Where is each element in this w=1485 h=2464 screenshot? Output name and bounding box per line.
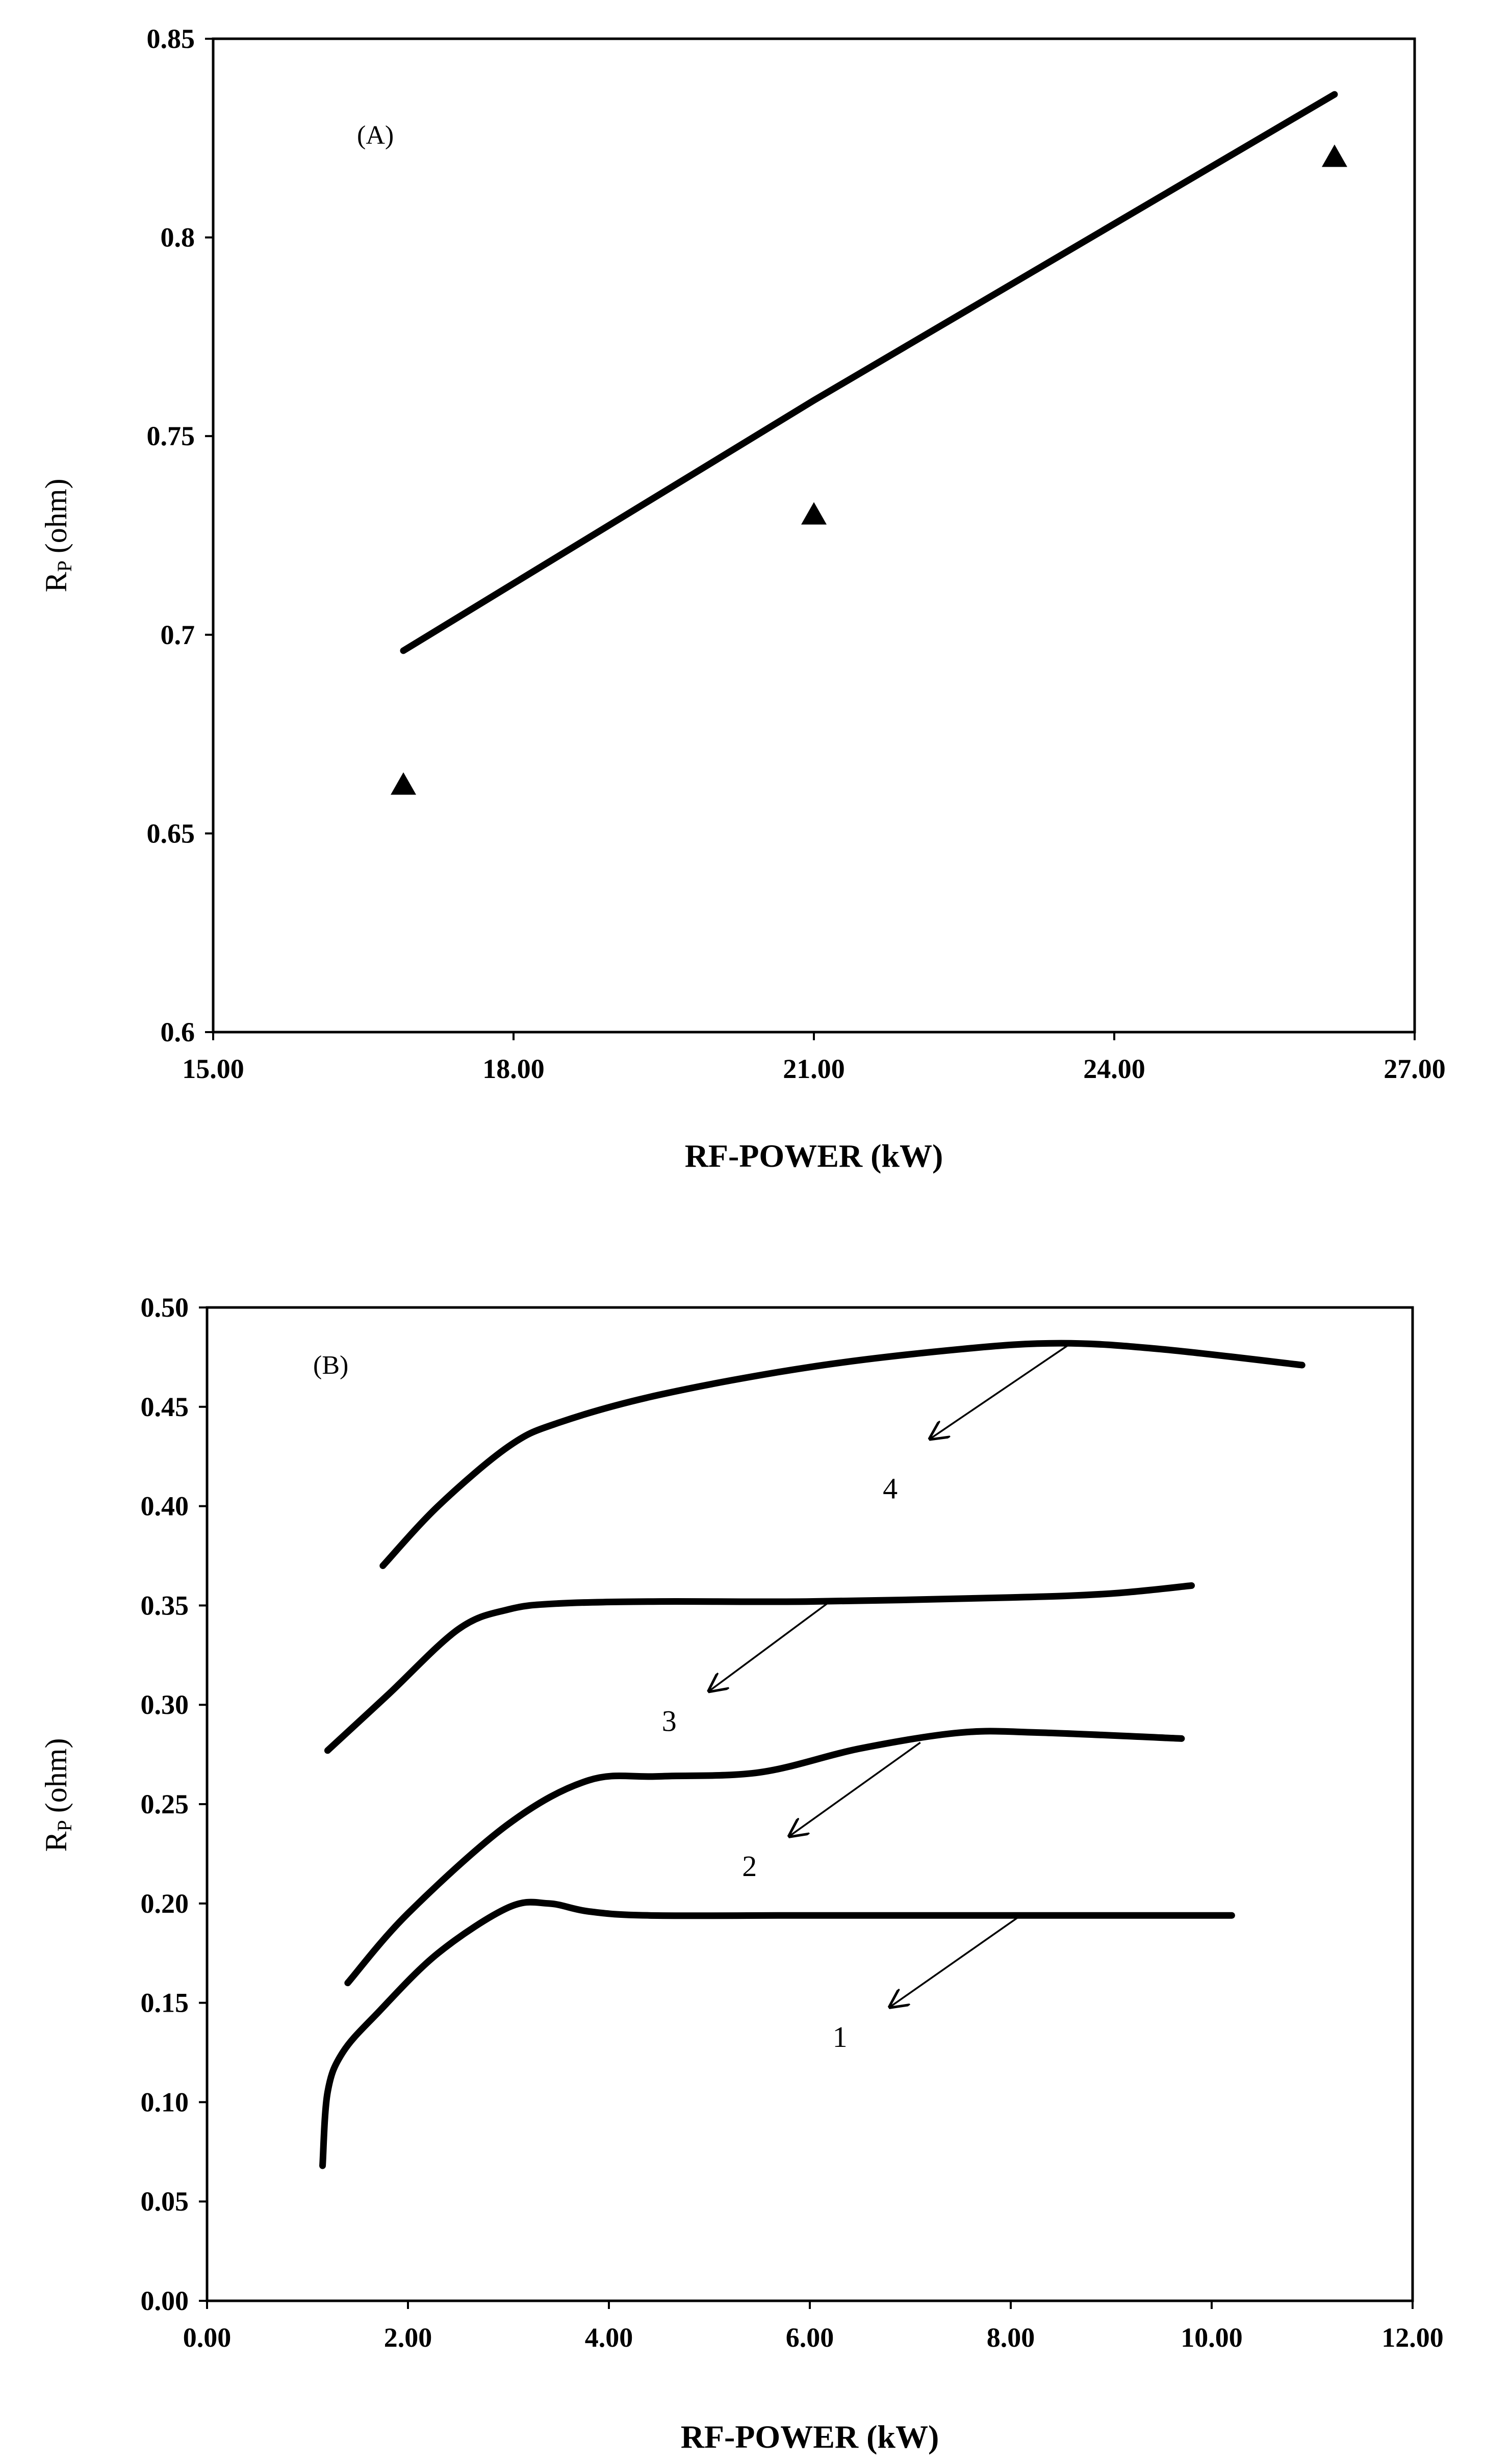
chart-a-y-tick-label: 0.85 (147, 23, 195, 54)
chart-a-y-axis-label-main: R (39, 572, 73, 592)
chart-b-curve-label-1: 1 (833, 2020, 848, 2054)
chart-b-y-tick-label: 0.10 (141, 2087, 189, 2117)
chart-b-y-tick-label: 0.05 (141, 2186, 189, 2217)
chart-b-series-line-3 (324, 1582, 1195, 1754)
chart-b-y-tick-label: 0.45 (141, 1392, 189, 1422)
chart-b-x-axis-label: RF-POWER (kW) (681, 2419, 939, 2455)
chart-b-y-axis-label: RP (ohm) (39, 1738, 76, 1852)
chart-b-y-axis-label-main: R (39, 1831, 73, 1852)
chart-a-y-tick-label: 0.7 (161, 620, 195, 650)
chart-b-series-line-4 (379, 1340, 1305, 1569)
chart-b-series-line-1 (319, 1898, 1235, 2169)
chart-b-x-tick-label: 2.00 (384, 2322, 432, 2353)
chart-b-y-tick-label: 0.00 (141, 2286, 189, 2316)
chart-b-y-tick-label: 0.15 (141, 1988, 189, 2018)
chart-a-x-tick-label: 15.00 (182, 1054, 244, 1084)
chart-b-x-tick-label: 4.00 (585, 2322, 633, 2353)
chart-a-x-tick-label: 18.00 (482, 1054, 545, 1084)
chart-b: (B) RF-POWER (kW) RP (ohm) 0.00 2.00 4.00 6.… (39, 1292, 1444, 2455)
chart-b-y-tick-label: 0.20 (141, 1888, 189, 1919)
chart-a-y-axis-label: RP (ohm) (39, 479, 76, 593)
chart-b-x-tick-label: 12.00 (1381, 2322, 1444, 2353)
chart-a-y-tick-label: 0.6 (161, 1017, 195, 1047)
chart-b-x-tick-label: 6.00 (786, 2322, 834, 2353)
chart-a-x-axis-label: RF-POWER (kW) (685, 1138, 943, 1174)
chart-b-curve-label-2: 2 (742, 1850, 757, 1883)
chart-a-y-axis-label-sub: P (53, 560, 76, 572)
chart-a-data-point-marker (801, 502, 827, 525)
chart-b-y-tick-label: 0.30 (141, 1689, 189, 1720)
chart-a-y-tick-label: 0.75 (147, 421, 195, 451)
chart-a-series-line-calculated (400, 91, 1338, 654)
chart-b-panel-label: (B) (313, 1351, 348, 1380)
chart-b-annotation-arrow-3 (709, 1601, 831, 1691)
chart-a-data-point-marker (1321, 144, 1347, 167)
chart-a-y-tick-label: 0.8 (161, 222, 195, 253)
chart-b-x-tick-label: 0.00 (183, 2322, 232, 2353)
chart-b-plot-frame (206, 1306, 1414, 2302)
chart-b-x-tick-label: 8.00 (987, 2322, 1035, 2353)
chart-b-y-tick-label: 0.40 (141, 1491, 189, 1522)
chart-b-y-tick-label: 0.35 (141, 1590, 189, 1621)
chart-b-y-tick-label: 0.50 (141, 1292, 189, 1323)
chart-b-y-axis-label-unit: (ohm) (39, 1738, 73, 1813)
chart-b-annotation-arrow-1 (890, 1914, 1021, 2007)
chart-b-x-tick-label: 10.00 (1181, 2322, 1243, 2353)
chart-a-y-axis-label-unit: (ohm) (39, 479, 73, 554)
chart-a-panel-label: (A) (357, 121, 394, 150)
chart-b-annotation-arrow-2 (790, 1741, 921, 1836)
chart-a-plot-frame (212, 37, 1416, 1034)
chart-b-curve-label-4: 4 (883, 1472, 898, 1505)
chart-a-x-tick-label: 21.00 (783, 1054, 845, 1084)
chart-b-series-line-2 (344, 1728, 1185, 1987)
chart-b-y-tick-label: 0.25 (141, 1789, 189, 1819)
chart-b-curve-label-3: 3 (662, 1704, 677, 1737)
chart-a-y-tick-label: 0.65 (147, 818, 195, 849)
chart-b-annotation-arrow-4 (930, 1342, 1072, 1439)
chart-b-y-axis-label-sub: P (53, 1820, 76, 1831)
chart-a-data-point-marker (391, 772, 417, 795)
chart-a-x-tick-label: 24.00 (1083, 1054, 1145, 1084)
chart-a: (A) RF-POWER (kW) RP (ohm) 15.00 18.00 21.0… (39, 23, 1446, 1174)
chart-a-x-tick-label: 27.00 (1384, 1054, 1446, 1084)
